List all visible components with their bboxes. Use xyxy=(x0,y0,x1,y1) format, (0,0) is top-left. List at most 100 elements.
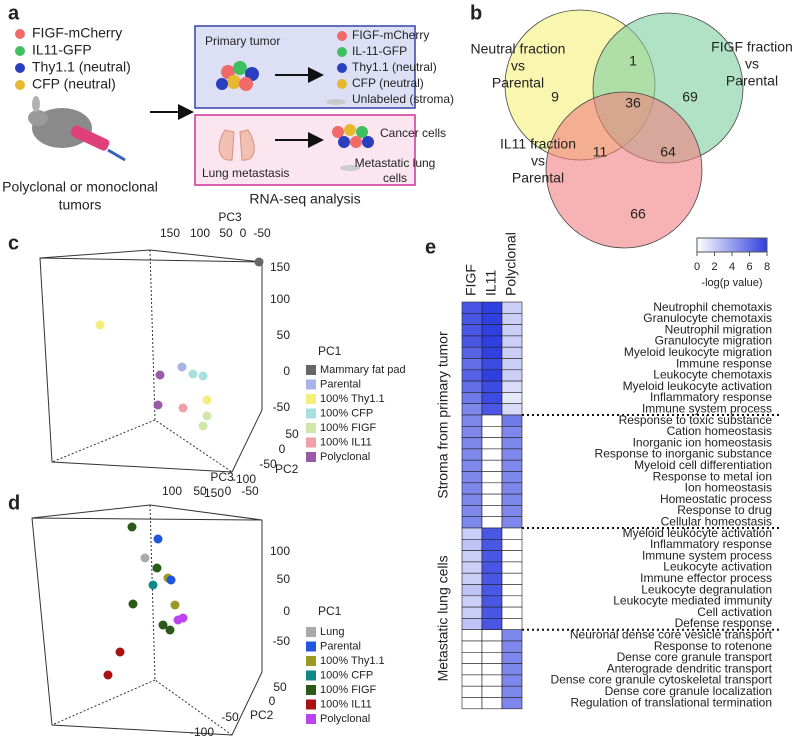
term-label: Anterograde dendritic transport xyxy=(607,661,773,675)
term-label: Response to drug xyxy=(677,503,772,517)
heat-cell xyxy=(501,448,523,461)
heat-cell xyxy=(481,697,503,710)
heat-cell xyxy=(461,674,483,687)
set-label: Neutral fraction xyxy=(471,41,566,57)
term-label: Inflammatory response xyxy=(650,390,772,404)
heat-cell xyxy=(481,663,503,676)
section-label: Stroma from primary tumor xyxy=(435,331,451,499)
term-label: Response to metal ion xyxy=(653,469,772,483)
heat-cell xyxy=(461,606,483,619)
tick-label: -50 xyxy=(273,400,291,414)
heat-cell xyxy=(501,527,523,540)
item-dot xyxy=(337,31,347,41)
heat-cell xyxy=(501,380,523,393)
term-label: Immune system process xyxy=(642,402,772,416)
term-label: Myeloid leukocyte migration xyxy=(624,345,772,359)
heat-cell xyxy=(501,550,523,563)
heat-cell xyxy=(461,448,483,461)
region-count: 36 xyxy=(625,95,641,111)
term-label: Dense core granule transport xyxy=(617,650,773,664)
heat-cell xyxy=(501,505,523,517)
heat-cell xyxy=(501,346,523,359)
heat-cell xyxy=(501,651,523,664)
heat-cell xyxy=(461,414,483,427)
colorbar-tick-label: 2 xyxy=(711,261,717,273)
heat-cell xyxy=(481,595,503,608)
heat-cell xyxy=(501,516,523,529)
term-label: Myeloid cell differentiation xyxy=(634,458,772,472)
tick-label: 100 xyxy=(270,544,290,558)
item-text: CFP (neutral) xyxy=(352,76,424,90)
term-label: Leukocyte degranulation xyxy=(641,582,772,596)
tick-label: 100 xyxy=(162,484,182,498)
term-label: Dense core granule cytoskeletal transpor… xyxy=(551,673,773,687)
legend-text: Lung xyxy=(320,626,344,638)
heat-cell xyxy=(481,584,503,597)
heat-cell xyxy=(481,448,503,461)
heat-cell xyxy=(501,369,523,382)
legend-swatch xyxy=(306,437,316,448)
term-label: Leukocyte mediated immunity xyxy=(613,594,772,608)
legend-swatch xyxy=(306,423,316,433)
term-label: Neutrophil migration xyxy=(665,322,772,336)
heat-cell xyxy=(501,606,523,619)
heat-cell xyxy=(461,493,483,506)
colorbar-label: -log(p value) xyxy=(701,277,762,289)
sample-point xyxy=(178,403,188,413)
tick-label: -50 xyxy=(273,634,291,648)
sample-point xyxy=(202,411,212,421)
legend-text: IL11-GFP xyxy=(32,42,92,58)
heat-cell xyxy=(501,459,523,472)
heat-cell xyxy=(461,346,483,359)
legend-text: Parental xyxy=(320,640,361,652)
legend-dot xyxy=(15,63,25,73)
heat-cell xyxy=(481,527,503,540)
heat-cell xyxy=(481,392,503,404)
heat-cell xyxy=(461,471,483,484)
colorbar-tick-label: 6 xyxy=(746,261,752,273)
heat-cell xyxy=(501,324,523,337)
colorbar-tick-label: 0 xyxy=(694,261,700,273)
tick-label: -100 xyxy=(190,725,214,739)
set-label: Parental xyxy=(726,73,778,89)
legend-text: FIGF-mCherry xyxy=(32,25,122,41)
heat-cell xyxy=(461,301,483,314)
heat-cell xyxy=(481,606,503,619)
region-count: 66 xyxy=(630,206,646,222)
term-label: Homeostatic process xyxy=(660,492,772,506)
term-label: Cellular homeostasis xyxy=(661,515,772,529)
legend-swatch xyxy=(306,699,316,710)
tick-label: 0 xyxy=(279,442,286,456)
set-label: IL11 fraction xyxy=(500,136,576,152)
heat-cell xyxy=(481,640,503,653)
heat-cell xyxy=(461,459,483,472)
tick-label: -50 xyxy=(241,484,259,498)
term-label: Leukocyte activation xyxy=(663,560,772,574)
heat-cell xyxy=(481,324,503,337)
tick-label: -50 xyxy=(259,457,277,471)
panel-letter: d xyxy=(8,492,20,514)
legend-swatch xyxy=(306,365,316,375)
heat-cell xyxy=(481,493,503,506)
sample-point xyxy=(152,563,162,573)
tick-label: -150 xyxy=(200,486,224,500)
sample-point xyxy=(128,599,138,609)
legend-text: 100% Thy1.1 xyxy=(320,393,385,405)
heat-cell xyxy=(501,697,523,710)
box-title: Primary tumor xyxy=(205,34,280,48)
heat-cell xyxy=(501,403,523,416)
column-header: FIGF xyxy=(463,264,479,296)
term-label: Cation homeostasis xyxy=(667,424,772,438)
sample-point xyxy=(188,369,198,379)
legend-text: 100% IL11 xyxy=(320,698,372,710)
sample-point xyxy=(103,670,113,680)
heat-cell xyxy=(481,358,503,371)
set-label: vs xyxy=(531,153,545,169)
heat-cell xyxy=(501,392,523,404)
heat-cell xyxy=(461,358,483,371)
sample-point xyxy=(148,580,158,590)
sample-point xyxy=(140,553,150,563)
region-count: 1 xyxy=(629,53,637,69)
term-label: Myeloid leukocyte activation xyxy=(623,526,772,540)
tick-label: 0 xyxy=(283,604,290,618)
